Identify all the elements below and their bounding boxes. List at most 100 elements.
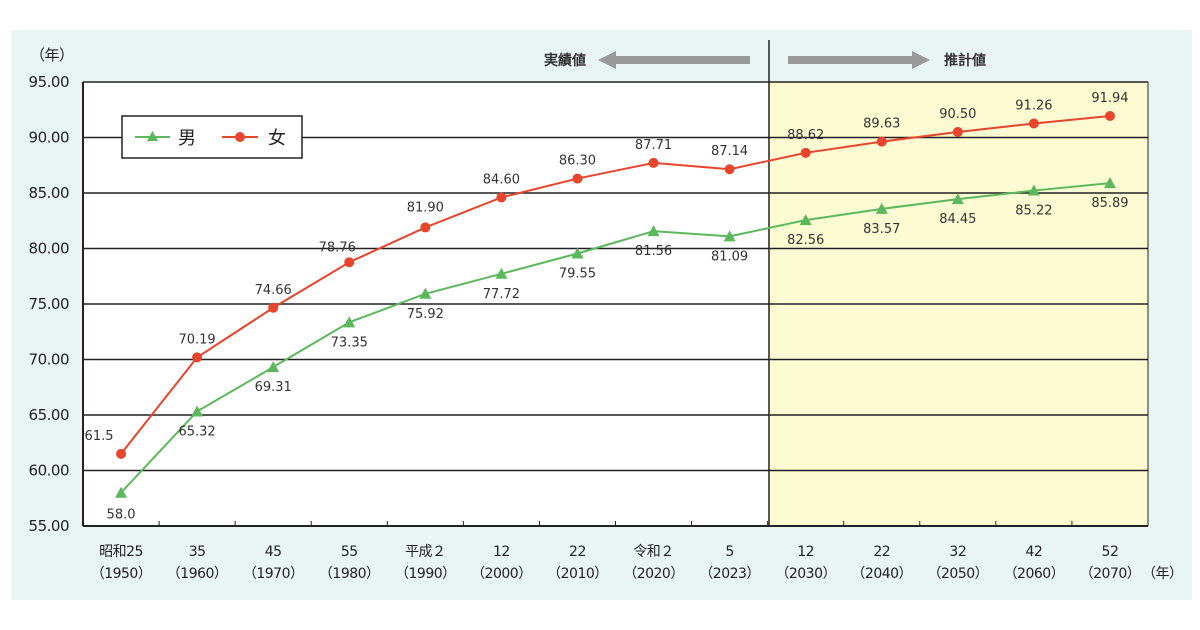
x-tick-era: 55 xyxy=(341,544,358,560)
projected-values-label: 推計値 xyxy=(944,52,986,69)
data-point-female xyxy=(496,192,507,203)
series-line-male xyxy=(120,182,1111,494)
data-point-female xyxy=(952,126,963,137)
x-tick-era: 45 xyxy=(265,544,282,560)
legend-male-label: 男 xyxy=(178,128,196,149)
data-label: 87.71 xyxy=(635,138,672,153)
x-tick-year: （2070） xyxy=(1080,566,1141,582)
data-label: 90.50 xyxy=(939,107,976,122)
data-label: 65.32 xyxy=(178,424,215,439)
y-tick-label: 65.00 xyxy=(29,406,69,424)
data-label: 78.76 xyxy=(319,240,356,255)
data-point-female xyxy=(116,448,127,459)
x-tick-year: （2030） xyxy=(775,566,836,582)
x-tick-year: （2040） xyxy=(851,566,912,582)
x-tick-era: 22 xyxy=(569,544,586,560)
y-tick-label: 85.00 xyxy=(29,184,69,202)
data-label: 91.94 xyxy=(1091,91,1128,106)
data-point-male xyxy=(419,287,432,299)
y-tick-label: 60.00 xyxy=(29,462,69,480)
x-tick-year: （2023） xyxy=(699,566,760,582)
x-tick-era: 12 xyxy=(493,544,510,560)
series-line-female xyxy=(120,114,1111,455)
data-point-female xyxy=(1104,110,1115,121)
data-point-male xyxy=(1103,177,1116,189)
x-tick-year: （2050） xyxy=(928,566,989,582)
data-label: 81.56 xyxy=(635,244,672,259)
x-tick-year: （2000） xyxy=(471,566,532,582)
data-point-male xyxy=(1027,184,1040,196)
data-label: 85.89 xyxy=(1091,196,1128,211)
data-label: 91.26 xyxy=(1015,99,1052,114)
data-label: 69.31 xyxy=(255,380,292,395)
data-point-male xyxy=(115,486,128,498)
x-tick-year: （2010） xyxy=(547,566,608,582)
data-point-female xyxy=(800,147,811,158)
data-label: 86.30 xyxy=(559,154,596,169)
data-point-male xyxy=(951,193,964,205)
data-point-male xyxy=(495,267,508,279)
x-tick-era: 52 xyxy=(1102,544,1119,560)
y-tick-label: 80.00 xyxy=(29,240,69,258)
legend: 男 女 xyxy=(121,115,303,159)
y-tick-label: 55.00 xyxy=(29,517,69,535)
data-label: 75.92 xyxy=(407,307,444,322)
data-point-female xyxy=(344,257,355,268)
x-tick-era: 5 xyxy=(725,544,733,560)
data-label: 58.0 xyxy=(107,508,136,523)
data-point-female xyxy=(420,222,431,233)
data-point-male xyxy=(875,202,888,214)
data-point-female xyxy=(876,136,887,147)
triangle-marker-icon xyxy=(147,131,158,141)
data-label: 83.57 xyxy=(863,222,900,237)
data-point-female xyxy=(724,164,735,175)
data-point-female xyxy=(572,173,583,184)
x-tick-era: 昭和25 xyxy=(99,544,143,560)
data-point-female xyxy=(192,352,203,363)
circle-marker-icon xyxy=(235,132,245,142)
arrow-left-icon xyxy=(598,51,750,69)
x-tick-year: （2060） xyxy=(1004,566,1065,582)
data-point-male xyxy=(571,247,584,259)
data-point-male xyxy=(647,225,660,237)
data-point-female xyxy=(648,157,659,168)
x-tick-year: （1950） xyxy=(91,566,152,582)
x-tick-era: 32 xyxy=(949,544,966,560)
x-tick-year: （1960） xyxy=(167,566,228,582)
y-axis-unit: （年） xyxy=(30,46,74,64)
data-label: 70.19 xyxy=(178,332,215,347)
x-tick-era: 42 xyxy=(1025,544,1042,560)
y-tick-label: 70.00 xyxy=(29,351,69,369)
data-point-female xyxy=(1028,118,1039,129)
x-tick-year: （2020） xyxy=(623,566,684,582)
data-label: 77.72 xyxy=(483,287,520,302)
x-tick-era: 22 xyxy=(873,544,890,560)
data-label: 61.5 xyxy=(85,429,114,444)
data-label: 85.22 xyxy=(1015,204,1052,219)
x-tick-year: （1990） xyxy=(395,566,456,582)
y-tick-label: 95.00 xyxy=(29,73,69,91)
x-tick-era: 35 xyxy=(189,544,206,560)
data-label: 81.90 xyxy=(407,200,444,215)
data-point-male xyxy=(343,316,356,328)
x-tick-year: （1970） xyxy=(243,566,304,582)
data-label: 82.56 xyxy=(787,233,824,248)
data-point-male xyxy=(267,361,280,373)
data-label: 74.66 xyxy=(255,283,292,298)
x-tick-era: 平成２ xyxy=(405,544,446,560)
y-tick-label: 75.00 xyxy=(29,295,69,313)
data-label: 84.60 xyxy=(483,172,520,187)
x-axis-unit: （年） xyxy=(1142,566,1183,582)
data-label: 87.14 xyxy=(711,144,748,159)
actual-values-label: 実績値 xyxy=(544,52,586,69)
data-label: 73.35 xyxy=(331,335,368,350)
data-label: 84.45 xyxy=(939,212,976,227)
data-point-female xyxy=(268,302,279,313)
x-tick-era: 12 xyxy=(797,544,814,560)
x-tick-era: 令和２ xyxy=(633,544,674,560)
data-label: 89.63 xyxy=(863,117,900,132)
data-point-male xyxy=(799,214,812,226)
x-tick-year: （1980） xyxy=(319,566,380,582)
data-label: 88.62 xyxy=(787,128,824,143)
